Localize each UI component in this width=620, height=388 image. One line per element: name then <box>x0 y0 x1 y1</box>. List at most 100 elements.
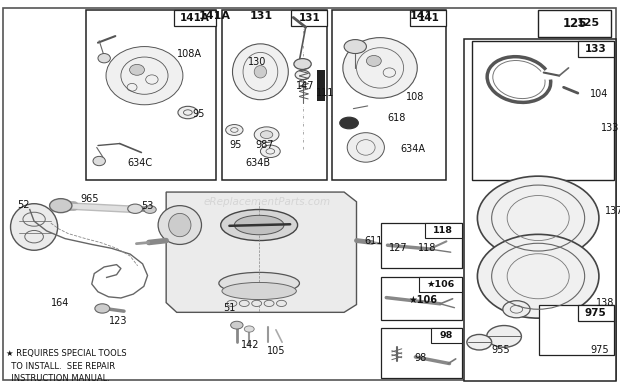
Text: 618: 618 <box>388 113 406 123</box>
Bar <box>381 277 462 320</box>
Bar <box>425 223 462 238</box>
Text: 95: 95 <box>229 140 242 151</box>
Text: 965: 965 <box>81 194 99 204</box>
Text: 141: 141 <box>417 13 440 23</box>
Text: 118: 118 <box>433 226 453 235</box>
Ellipse shape <box>106 47 183 105</box>
Bar <box>578 41 614 57</box>
Circle shape <box>503 301 530 318</box>
Circle shape <box>50 199 72 213</box>
Text: ★ REQUIRES SPECIAL TOOLS
  TO INSTALL.  SEE REPAIR
  INSTRUCTION MANUAL.: ★ REQUIRES SPECIAL TOOLS TO INSTALL. SEE… <box>6 349 127 383</box>
Polygon shape <box>166 192 356 312</box>
Ellipse shape <box>234 215 284 235</box>
Ellipse shape <box>222 282 296 300</box>
Text: 133: 133 <box>601 123 620 133</box>
Bar <box>464 39 616 381</box>
Text: 125: 125 <box>562 17 587 30</box>
Bar <box>222 10 327 180</box>
Bar <box>418 277 462 292</box>
Text: 634A: 634A <box>400 144 425 154</box>
Text: eReplacementParts.com: eReplacementParts.com <box>203 197 330 207</box>
Text: 955: 955 <box>491 345 510 355</box>
Bar <box>381 328 462 378</box>
Circle shape <box>227 300 237 307</box>
Bar <box>291 10 327 26</box>
Ellipse shape <box>366 55 381 66</box>
Bar <box>472 41 614 180</box>
Ellipse shape <box>219 272 299 294</box>
Text: 141A: 141A <box>198 10 231 21</box>
Text: 105: 105 <box>267 346 285 356</box>
Text: 138: 138 <box>596 298 615 308</box>
Circle shape <box>226 125 243 135</box>
Bar <box>174 10 216 26</box>
Bar <box>86 10 216 180</box>
Text: 108: 108 <box>406 92 425 102</box>
Text: 95: 95 <box>192 109 205 120</box>
Ellipse shape <box>169 213 191 237</box>
Text: 108A: 108A <box>177 49 202 59</box>
Text: 133: 133 <box>585 44 607 54</box>
Text: 98: 98 <box>414 353 427 363</box>
Text: 164: 164 <box>51 298 69 308</box>
Circle shape <box>277 300 286 307</box>
Text: 141A: 141A <box>180 13 210 23</box>
Ellipse shape <box>254 66 267 78</box>
Ellipse shape <box>232 44 288 100</box>
Bar <box>538 10 611 37</box>
Ellipse shape <box>343 38 417 98</box>
Circle shape <box>244 326 254 332</box>
Ellipse shape <box>98 54 110 63</box>
Text: 104: 104 <box>590 89 609 99</box>
Text: 137: 137 <box>604 206 620 217</box>
Circle shape <box>144 206 156 213</box>
Circle shape <box>128 204 143 213</box>
Bar <box>431 328 462 343</box>
Ellipse shape <box>130 64 144 75</box>
Circle shape <box>340 117 358 129</box>
Text: 51: 51 <box>223 303 236 314</box>
Bar <box>317 70 325 101</box>
Text: 52: 52 <box>17 200 30 210</box>
Text: 147: 147 <box>296 81 315 91</box>
Text: ★106: ★106 <box>426 280 454 289</box>
Ellipse shape <box>477 176 599 260</box>
Circle shape <box>178 106 198 119</box>
Text: 131: 131 <box>298 13 321 23</box>
Circle shape <box>254 127 279 142</box>
Ellipse shape <box>221 210 298 241</box>
Text: 131: 131 <box>249 10 272 21</box>
Circle shape <box>344 40 366 54</box>
Circle shape <box>231 321 243 329</box>
Ellipse shape <box>347 133 384 162</box>
Circle shape <box>295 70 310 80</box>
Text: 141: 141 <box>409 10 433 21</box>
Text: 125: 125 <box>577 18 600 28</box>
Text: 98: 98 <box>440 331 453 340</box>
Text: 53: 53 <box>141 201 154 211</box>
Bar <box>381 223 462 268</box>
Text: 142: 142 <box>241 340 259 350</box>
Ellipse shape <box>93 156 105 166</box>
Text: 611: 611 <box>365 236 383 246</box>
Bar <box>332 10 446 180</box>
Text: 975: 975 <box>585 308 607 318</box>
Circle shape <box>467 334 492 350</box>
Bar <box>410 10 446 26</box>
Circle shape <box>294 59 311 69</box>
Circle shape <box>95 304 110 313</box>
Bar <box>578 305 614 321</box>
Text: 123: 123 <box>108 316 127 326</box>
Text: 987: 987 <box>255 140 274 151</box>
Ellipse shape <box>158 206 202 244</box>
Text: 111: 111 <box>316 88 335 98</box>
Text: 975: 975 <box>591 345 609 355</box>
Bar <box>539 305 614 355</box>
Text: 130: 130 <box>248 57 267 67</box>
Ellipse shape <box>477 234 599 318</box>
Circle shape <box>260 131 273 139</box>
Text: 118: 118 <box>418 242 436 253</box>
Text: 127: 127 <box>389 242 408 253</box>
Circle shape <box>260 145 280 158</box>
Circle shape <box>239 300 249 307</box>
